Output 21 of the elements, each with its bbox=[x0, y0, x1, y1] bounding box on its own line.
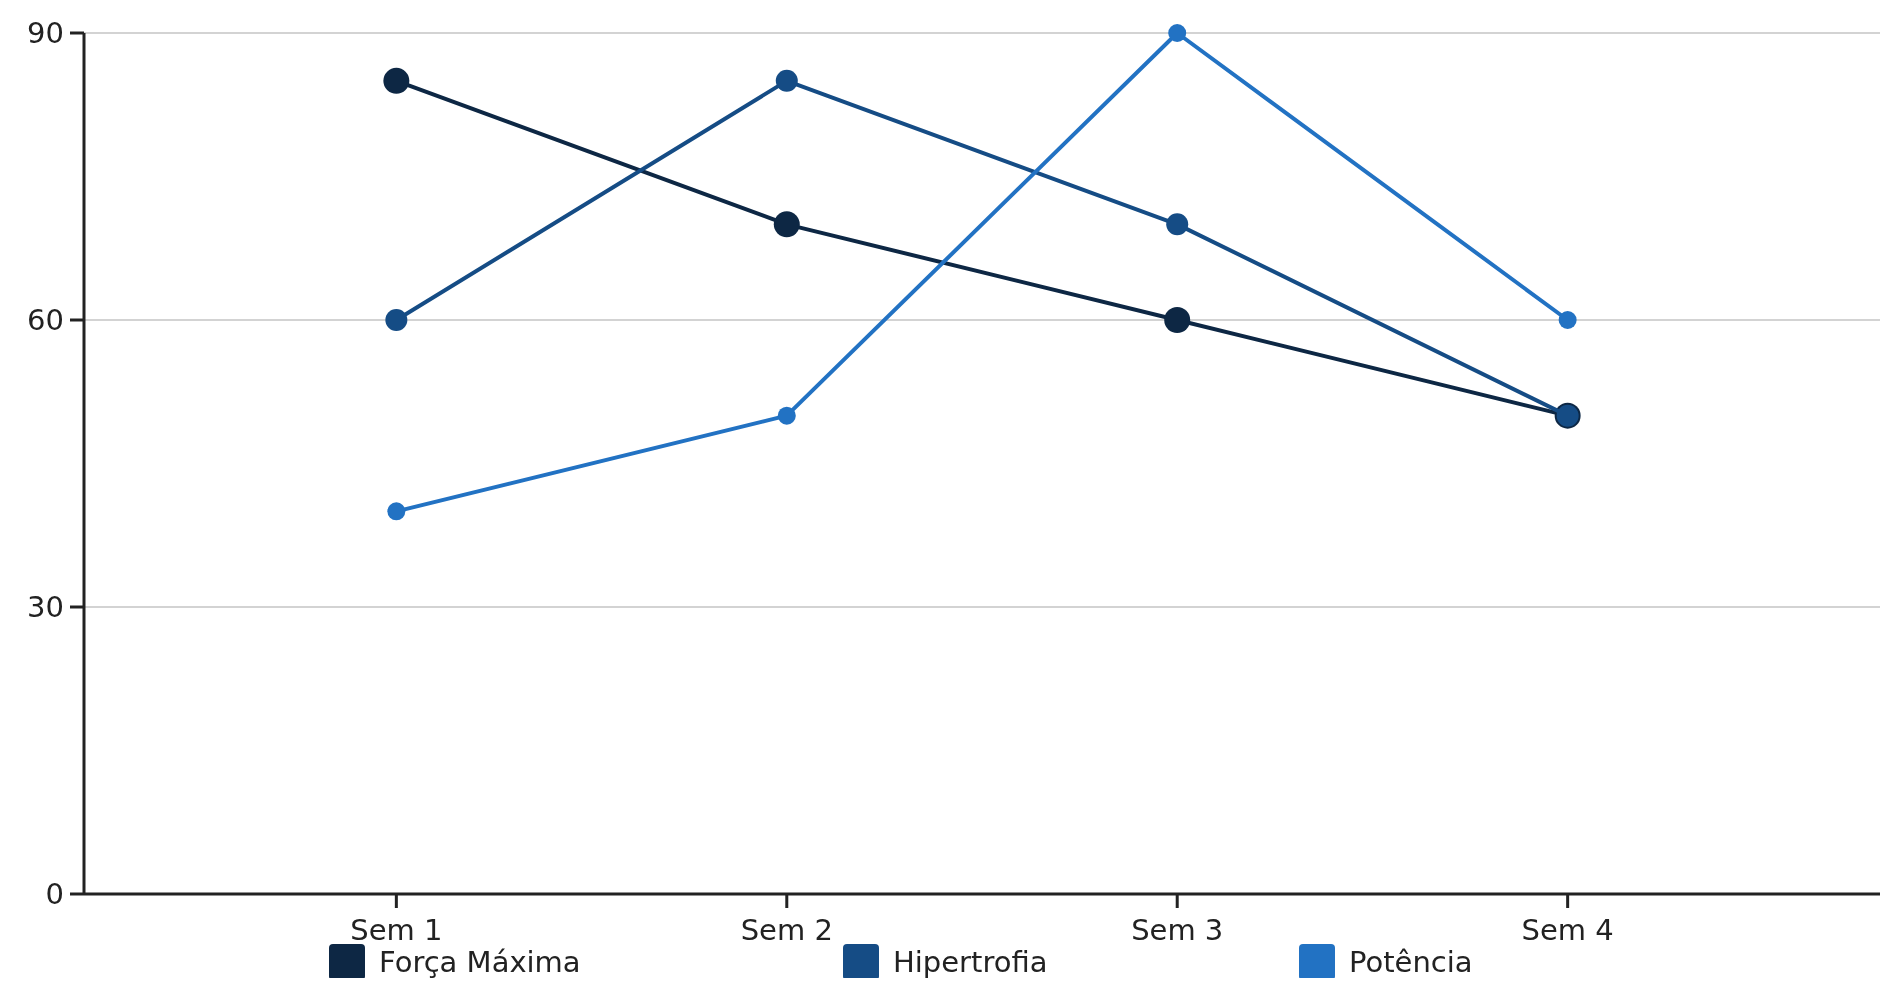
point bbox=[773, 211, 800, 238]
point bbox=[385, 309, 408, 331]
point bbox=[1166, 213, 1189, 236]
y-tick-label: 60 bbox=[27, 303, 64, 338]
legend-label: Potência bbox=[1349, 945, 1473, 980]
point bbox=[1168, 24, 1187, 42]
y-tick-label: 0 bbox=[45, 877, 64, 912]
point bbox=[383, 67, 410, 94]
point bbox=[775, 69, 798, 92]
x-tick-label: Sem 4 bbox=[1521, 913, 1614, 947]
x-tick-label: Sem 3 bbox=[1131, 913, 1224, 947]
legend-label: Força Máxima bbox=[379, 945, 581, 980]
point bbox=[1164, 307, 1191, 333]
point bbox=[777, 406, 796, 425]
x-tick-label: Sem 2 bbox=[740, 913, 833, 947]
y-tick-label: 30 bbox=[27, 590, 64, 625]
point bbox=[387, 502, 406, 521]
point bbox=[1558, 311, 1577, 329]
legend-label: Hipertrofia bbox=[893, 945, 1048, 980]
y-tick-label: 90 bbox=[27, 16, 64, 51]
x-tick-label: Sem 1 bbox=[350, 913, 443, 947]
